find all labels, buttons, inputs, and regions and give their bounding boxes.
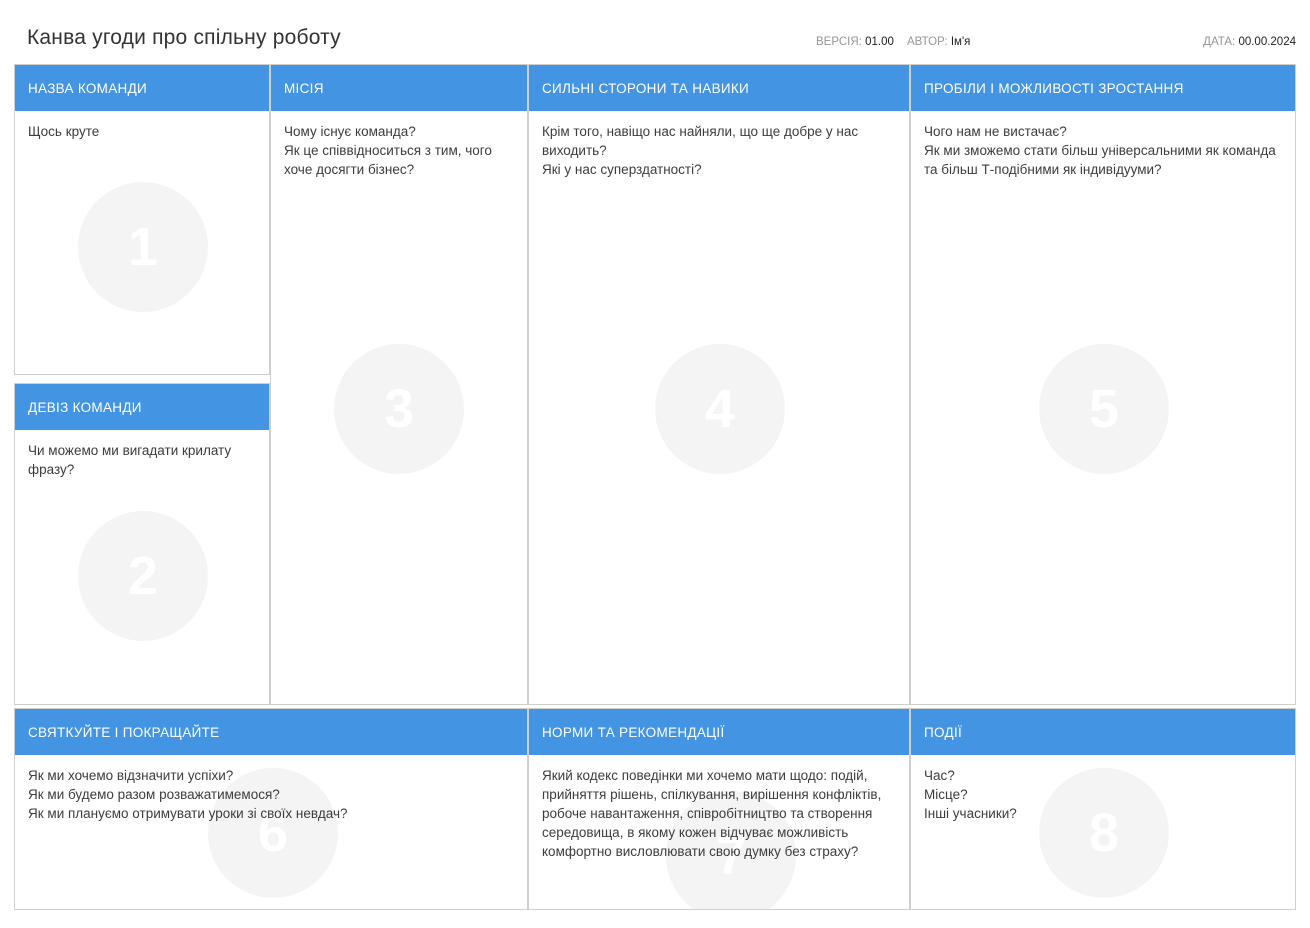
version-label: ВЕРСІЯ: bbox=[816, 36, 862, 48]
author-label: АВТОР: bbox=[907, 36, 948, 48]
section-celebrate: СВЯТКУЙТЕ І ПОКРАЩАЙТЕ 6 Як ми хочемо ві… bbox=[14, 708, 528, 910]
section-gaps: ПРОБІЛИ І МОЖЛИВОСТІ ЗРОСТАННЯ 5 Чого на… bbox=[910, 64, 1296, 705]
section-gaps-header: ПРОБІЛИ І МОЖЛИВОСТІ ЗРОСТАННЯ bbox=[911, 65, 1295, 111]
section-mission-header: МІСІЯ bbox=[271, 65, 527, 111]
section-team-name-header: НАЗВА КОМАНДИ bbox=[15, 65, 269, 111]
step-number-badge-5: 5 bbox=[1039, 344, 1169, 474]
date-value: 00.00.2024 bbox=[1238, 36, 1296, 48]
section-events-body: Час? Місце? Інші учасники? bbox=[924, 768, 1017, 821]
section-team-name-body: Щось круте bbox=[28, 124, 100, 139]
section-gaps-body: Чого нам не вистачає? Як ми зможемо стат… bbox=[924, 124, 1276, 177]
step-number-badge-2: 2 bbox=[78, 511, 208, 641]
section-norms-body: Який кодекс поведінки ми хочемо мати щод… bbox=[542, 768, 882, 859]
section-motto: ДЕВІЗ КОМАНДИ 2 Чи можемо ми вигадати кр… bbox=[14, 383, 270, 705]
section-mission: МІСІЯ 3 Чому існує команда? Як це співві… bbox=[270, 64, 528, 705]
version-field: ВЕРСІЯ: 01.00 bbox=[816, 36, 894, 48]
section-mission-body: Чому існує команда? Як це співвідноситьс… bbox=[284, 124, 492, 177]
date-label: ДАТА: bbox=[1203, 36, 1236, 48]
section-motto-body: Чи можемо ми вигадати крилату фразу? bbox=[28, 443, 232, 477]
author-field: АВТОР: Ім'я bbox=[907, 36, 970, 48]
section-team-name: НАЗВА КОМАНДИ 1 Щось круте bbox=[14, 64, 270, 375]
section-strengths-body: Крім того, навіщо нас найняли, що ще доб… bbox=[542, 124, 859, 177]
section-events-header: ПОДІЇ bbox=[911, 709, 1295, 755]
step-number-badge-3: 3 bbox=[334, 344, 464, 474]
step-number-badge-6: 6 bbox=[208, 768, 338, 898]
step-number-badge-1: 1 bbox=[78, 182, 208, 312]
section-strengths: СИЛЬНІ СТОРОНИ ТА НАВИКИ 4 Крім того, на… bbox=[528, 64, 910, 705]
section-norms-header: НОРМИ ТА РЕКОМЕНДАЦІЇ bbox=[529, 709, 909, 755]
step-number-badge-4: 4 bbox=[655, 344, 785, 474]
section-motto-header: ДЕВІЗ КОМАНДИ bbox=[15, 384, 269, 430]
author-value: Ім'я bbox=[950, 36, 971, 48]
page-title: Канва угоди про спільну роботу bbox=[27, 26, 341, 49]
date-field: ДАТА: 00.00.2024 bbox=[1203, 36, 1296, 48]
section-strengths-header: СИЛЬНІ СТОРОНИ ТА НАВИКИ bbox=[529, 65, 909, 111]
section-celebrate-header: СВЯТКУЙТЕ І ПОКРАЩАЙТЕ bbox=[15, 709, 527, 755]
section-celebrate-body: Як ми хочемо відзначити успіхи? Як ми бу… bbox=[28, 768, 348, 821]
section-norms: НОРМИ ТА РЕКОМЕНДАЦІЇ 7 Який кодекс пове… bbox=[528, 708, 910, 910]
step-number-badge-8: 8 bbox=[1039, 768, 1169, 898]
version-value: 01.00 bbox=[865, 36, 894, 48]
step-number-badge-7: 7 bbox=[666, 791, 796, 909]
section-events: ПОДІЇ 8 Час? Місце? Інші учасники? bbox=[910, 708, 1296, 910]
